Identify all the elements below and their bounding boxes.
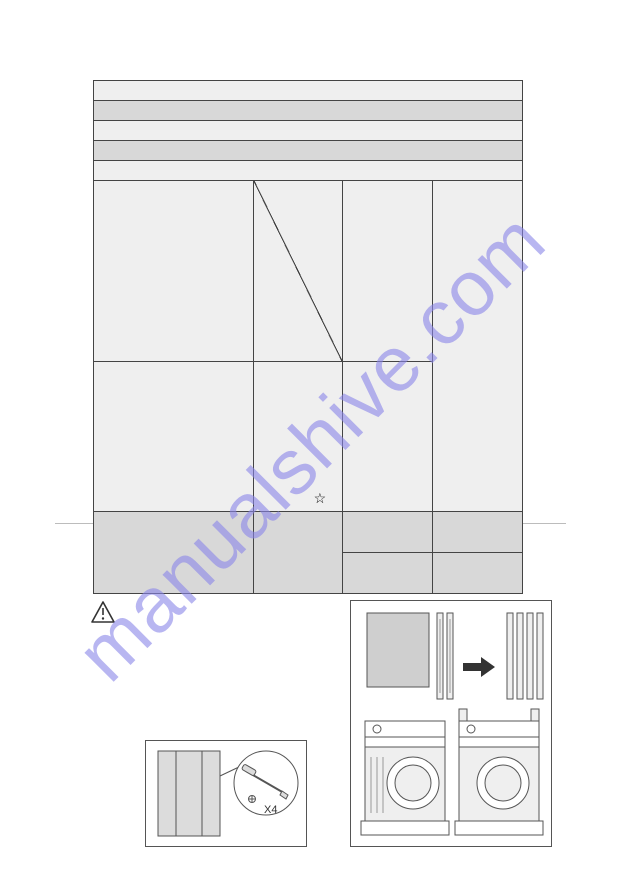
warning-icon [90, 600, 116, 624]
washer-left-icon [361, 721, 449, 835]
figure-stacking [350, 600, 552, 847]
washer-right-icon [455, 709, 543, 835]
table-row [94, 512, 523, 553]
table-row [94, 101, 523, 121]
table-row [94, 161, 523, 181]
spec-table: ☆ [93, 80, 523, 594]
screw-count-label: X4 [264, 804, 277, 816]
table-row [94, 121, 523, 141]
figure-unpacking: X4 [145, 740, 307, 847]
table-row [94, 141, 523, 161]
arrow-icon [463, 657, 495, 677]
table-row [94, 81, 523, 101]
table-row [94, 181, 523, 362]
star-icon: ☆ [314, 490, 327, 507]
